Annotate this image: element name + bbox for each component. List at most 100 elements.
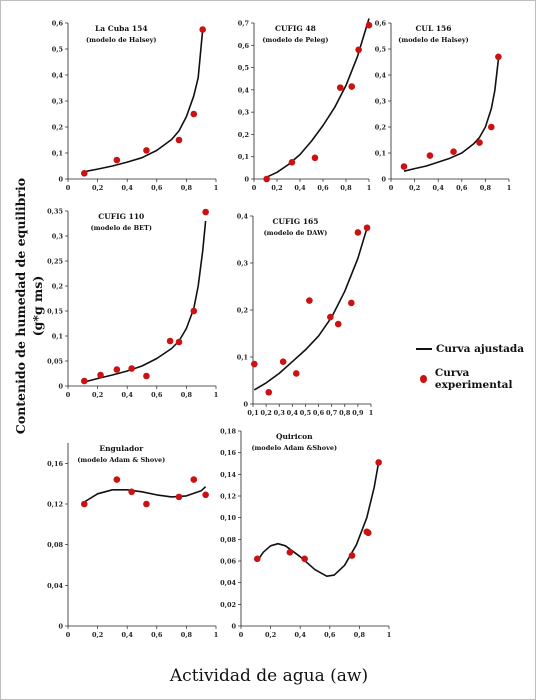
- data-point: [306, 297, 313, 304]
- x-tick-label: 0,2: [409, 184, 420, 192]
- data-point: [143, 147, 150, 154]
- x-axis-label: Actividad de agua (aw): [169, 666, 369, 686]
- chart-5: 00,10,20,30,40,1 0,2 0,3 0,4 0,5 0,6 0,7 0,8 0,9…: [237, 213, 374, 418]
- data-point: [202, 208, 209, 216]
- legend-dot-swatch: [420, 375, 427, 383]
- data-point: [128, 488, 135, 496]
- x-tick-label: 0: [66, 391, 71, 399]
- y-tick-label: 0,1: [238, 153, 249, 161]
- y-tick-label: 0,3: [237, 260, 249, 268]
- data-point: [128, 365, 135, 372]
- y-tick-label: 0,4: [375, 72, 387, 80]
- y-tick-label: 0,1: [52, 150, 63, 158]
- x-tick-label: 1: [214, 391, 219, 399]
- data-point: [365, 21, 373, 29]
- x-tick-label: 1: [214, 184, 219, 192]
- y-tick-label: 0,15: [47, 308, 63, 316]
- x-tick-label: 0,2: [265, 631, 276, 639]
- x-tick-label: 0,7: [326, 409, 337, 417]
- chart-subtitle: (modelo Adam &Shove): [251, 444, 337, 452]
- legend-label-fit: Curva ajustada: [436, 343, 525, 355]
- chart-title: CUFIG 165: [272, 217, 318, 226]
- data-point: [348, 552, 356, 559]
- y-tick-label: 0,2: [237, 307, 248, 315]
- legend-entry-fit: Curva ajustada: [416, 334, 535, 364]
- x-tick-label: 0: [389, 184, 394, 192]
- x-tick-label: 0,6: [313, 409, 325, 417]
- chart-3: 0 0,1 0,2 0,3 0,4 0,5 0,6 0 0,2 0,4 0,6 0,8 1 CUL 156…: [375, 20, 512, 193]
- y-tick-label: 0,12: [47, 501, 63, 509]
- data-point: [348, 299, 355, 307]
- y-tick-label: 0,6: [375, 20, 387, 28]
- y-tick-label: 0,08: [47, 541, 63, 549]
- x-tick-label: 0: [252, 184, 257, 192]
- chart-subtitle: (modelo de Peleg): [262, 36, 328, 44]
- data-point: [199, 26, 206, 33]
- data-point: [364, 529, 372, 537]
- chart-title: CUL 156: [415, 24, 451, 33]
- x-tick-label: 0,2: [92, 391, 103, 399]
- chart-1: 0 0,1 0,2 0,3 0,4 0,5 0,6 0 0,2 0,4 0,6 0,8 1 La Cuba…: [52, 20, 219, 193]
- fitted-curve: [84, 220, 207, 383]
- x-tick-label: 0,2: [271, 184, 282, 192]
- data-point: [113, 476, 121, 483]
- data-point: [251, 360, 258, 368]
- x-tick-label: 0,9: [352, 409, 364, 417]
- y-tick-label: 0: [58, 623, 63, 631]
- fitted-curve: [83, 486, 207, 503]
- y-tick-label: 0: [244, 176, 249, 184]
- chart-title: Quiricon: [276, 432, 313, 441]
- data-point: [301, 555, 308, 563]
- x-tick-label: 0,2: [92, 631, 103, 639]
- x-tick-label: 0,6: [324, 631, 336, 639]
- y-tick-label: 0,5: [238, 64, 250, 72]
- y-tick-label: 0: [58, 383, 63, 391]
- data-point: [113, 156, 121, 164]
- data-point: [80, 169, 88, 177]
- y-tick-label: 0,1: [375, 150, 386, 158]
- x-tick-label: 0,6: [456, 184, 468, 192]
- y-tick-label: 0,10: [220, 514, 236, 522]
- y-tick-label: 0,14: [220, 471, 236, 479]
- data-point: [288, 158, 296, 166]
- x-tick-label: 0,4: [122, 631, 134, 639]
- x-tick-label: 0,4: [433, 184, 445, 192]
- y-tick-label: 0,16: [220, 449, 236, 457]
- data-point: [292, 370, 300, 377]
- legend: Curva ajustada Curva experimental: [416, 334, 535, 394]
- data-point: [113, 366, 121, 373]
- x-tick-label: 0,2: [260, 409, 271, 417]
- x-tick-label: 0,8: [354, 631, 366, 639]
- y-tick-label: 0,3: [52, 233, 64, 241]
- data-point: [80, 377, 88, 385]
- chart-subtitle: (modelo de BET): [91, 224, 152, 232]
- y-tick-label: 0,2: [375, 124, 386, 132]
- chart-2: 0 0,1 0,2 0,3 0,4 0,5 0,6 0,7 0 0,2 0,4 0,6 0,8 1 CUFI…: [238, 18, 373, 192]
- x-tick-label: 0,4: [295, 631, 307, 639]
- y-tick-label: 0,1: [237, 354, 248, 362]
- y-tick-label: 0,04: [47, 582, 63, 590]
- x-tick-label: 0,4: [122, 391, 134, 399]
- y-tick-label: 0,2: [52, 124, 63, 132]
- data-point: [143, 500, 150, 508]
- x-tick-label: 0,8: [340, 184, 352, 192]
- data-point: [190, 476, 198, 483]
- data-point: [363, 224, 371, 232]
- chart-4: 0 0,05 0,1 0,15 0,2 0,25 0,3 0,35 0 0,2 0,4 0,6 0,8 1…: [47, 208, 218, 400]
- data-point: [488, 123, 495, 131]
- data-point: [80, 500, 88, 508]
- data-point: [279, 358, 287, 366]
- y-tick-label: 0,18: [220, 428, 236, 436]
- data-point: [175, 136, 183, 144]
- chart-title: Engulador: [99, 444, 144, 453]
- y-axis-label: Contenido de humedad de equilibrio (g*g …: [12, 156, 46, 456]
- data-point: [348, 83, 356, 90]
- x-tick-label: 0,8: [339, 409, 351, 417]
- data-point: [97, 371, 104, 379]
- y-tick-label: 0,05: [47, 358, 63, 366]
- x-tick-label: 0,2: [92, 184, 103, 192]
- x-tick-label: 0,6: [151, 184, 163, 192]
- y-tick-label: 0,7: [238, 20, 249, 28]
- data-point: [355, 46, 362, 54]
